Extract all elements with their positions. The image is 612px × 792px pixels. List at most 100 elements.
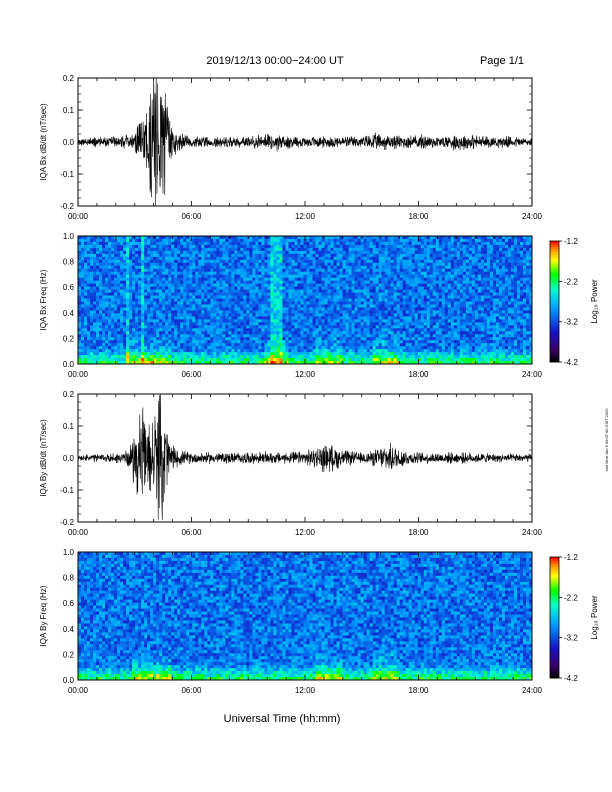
spectrogram-cell	[390, 337, 395, 341]
spectrogram-cell	[288, 328, 292, 332]
spectrogram-cell	[300, 322, 304, 326]
spectrogram-cell	[96, 289, 100, 293]
spectrogram-cell	[186, 322, 190, 326]
spectrogram-cell	[165, 361, 169, 365]
spectrogram-cell	[372, 301, 377, 305]
spectrogram-cell	[177, 298, 181, 302]
spectrogram-cell	[333, 265, 337, 270]
spectrogram-cell	[249, 292, 253, 296]
spectrogram-cell	[327, 349, 331, 353]
spectrogram-cell	[123, 304, 127, 308]
spectrogram-cell	[174, 328, 178, 332]
spectrogram-cell	[165, 271, 169, 276]
spectrogram-cell	[84, 310, 88, 314]
spectrogram-cell	[234, 262, 238, 267]
spectrogram-cell	[102, 244, 106, 249]
spectrogram-cell	[204, 259, 208, 264]
spectrogram-cell	[384, 355, 389, 359]
spectrogram-cell	[384, 316, 389, 320]
spectrogram-cell	[207, 265, 211, 270]
spectrogram-cell	[264, 256, 268, 261]
spectrogram-cell	[393, 346, 398, 350]
spectrogram-cell	[351, 337, 356, 341]
spectrogram-cell	[378, 289, 383, 293]
spectrogram-cell	[192, 307, 196, 311]
spectrogram-cell	[114, 283, 118, 288]
spectrogram-cell	[348, 358, 353, 362]
spectrogram-cell	[327, 271, 331, 276]
spectrogram-cell	[96, 236, 100, 240]
spectrogram-cell	[288, 331, 292, 335]
spectrogram-cell	[312, 244, 316, 249]
spectrogram-cell	[324, 262, 328, 267]
spectrogram-cell	[159, 271, 163, 276]
spectrogram-cell	[174, 295, 178, 299]
spectrogram-cell	[333, 325, 337, 329]
spectrogram-cell	[90, 292, 94, 296]
spectrogram-cell	[348, 244, 353, 249]
spectrogram-cell	[174, 301, 178, 305]
y-tick-label: 0.6	[63, 283, 75, 292]
spectrogram-cell	[174, 244, 178, 249]
spectrogram-cell	[117, 325, 121, 329]
spectrogram-cell	[300, 277, 304, 282]
spectrogram-cell	[267, 259, 271, 264]
spectrogram-cell	[357, 340, 362, 344]
spectrogram-cell	[303, 307, 307, 311]
spectrogram-cell	[258, 271, 262, 276]
spectrogram-cell	[183, 310, 187, 314]
spectrogram-cell	[198, 262, 202, 267]
spectrogram-cell	[216, 259, 220, 264]
spectrogram-cell	[303, 334, 307, 338]
spectrogram-cell	[228, 238, 232, 243]
spectrogram-cell	[414, 319, 419, 323]
spectrogram-cell	[129, 292, 133, 296]
spectrogram-cell	[138, 319, 142, 323]
spectrogram-cell	[402, 280, 407, 285]
spectrogram-cell	[150, 271, 154, 276]
spectrogram-cell	[354, 259, 359, 264]
spectrogram-cell	[384, 310, 389, 314]
spectrogram-cell	[285, 236, 289, 240]
spectrogram-cell	[183, 361, 187, 365]
spectrogram-cell	[213, 328, 217, 332]
spectrogram-cell	[285, 295, 289, 299]
spectrogram-cell	[393, 268, 398, 273]
spectrogram-cell	[402, 358, 407, 362]
spectrogram-cell	[342, 307, 346, 311]
spectrogram-cell	[201, 316, 205, 320]
spectrogram-cell	[336, 346, 340, 350]
spectrogram-cell	[270, 343, 274, 347]
spectrogram-cell	[189, 355, 193, 359]
spectrogram-cell	[399, 259, 404, 264]
spectrogram-cell	[183, 236, 187, 240]
spectrogram-cell	[87, 331, 91, 335]
spectrogram-cell	[120, 286, 124, 290]
spectrogram-cell	[330, 268, 334, 273]
spectrogram-cell	[321, 340, 325, 344]
spectrogram-cell	[132, 238, 136, 243]
spectrogram-cell	[366, 236, 371, 240]
spectrogram-cell	[360, 298, 365, 302]
spectrogram-cell	[297, 316, 301, 320]
spectrogram-cell	[309, 313, 313, 317]
spectrogram-cell	[273, 250, 277, 255]
spectrogram-cell	[168, 322, 172, 326]
spectrogram-cell	[222, 256, 226, 261]
spectrogram-cell	[150, 298, 154, 302]
spectrogram-cell	[342, 319, 346, 323]
spectrogram-cell	[147, 322, 151, 326]
spectrogram-cell	[300, 307, 304, 311]
spectrogram-cell	[276, 346, 280, 350]
spectrogram-cell	[246, 295, 250, 299]
spectrogram-cell	[153, 316, 157, 320]
spectrogram-cell	[108, 280, 112, 285]
spectrogram-cell	[363, 307, 368, 311]
spectrogram-cell	[255, 253, 259, 258]
spectrogram-cell	[366, 340, 371, 344]
spectrogram-cell	[192, 346, 196, 350]
spectrogram-cell	[270, 262, 274, 267]
spectrogram-cell	[327, 307, 331, 311]
spectrogram-cell	[213, 289, 217, 293]
